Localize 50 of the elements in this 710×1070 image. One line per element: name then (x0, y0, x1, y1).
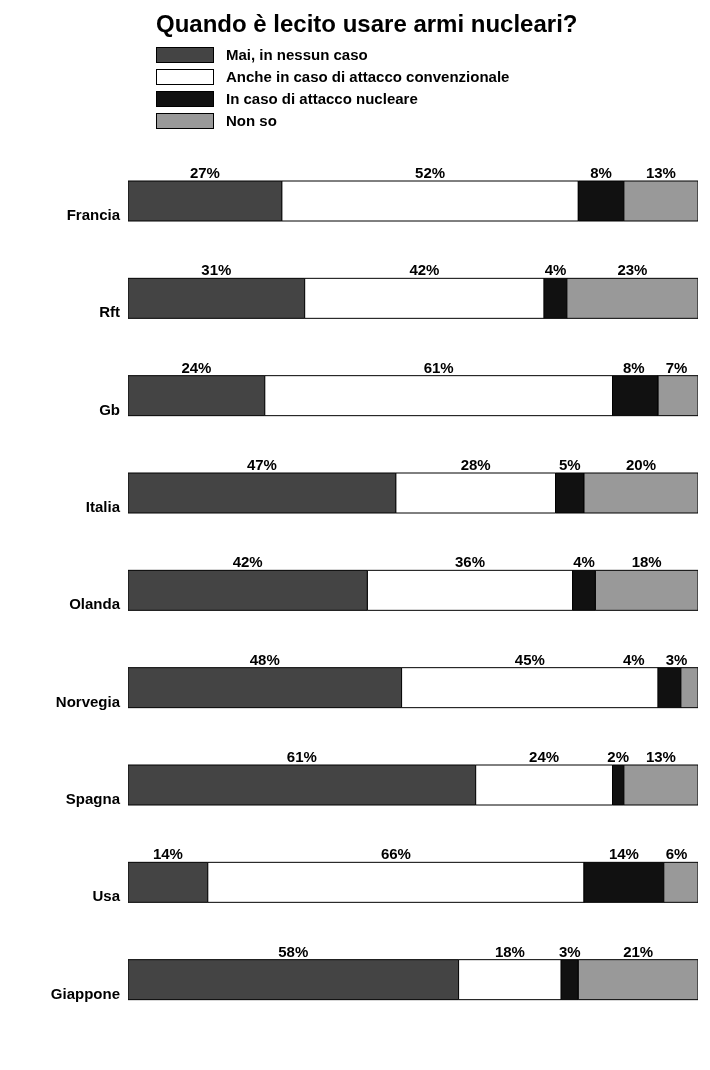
data-label: 48% (249, 650, 280, 668)
legend-label: Anche in caso di attacco convenzionale (226, 67, 510, 87)
legend-label: Non so (226, 111, 277, 131)
data-label: 18% (631, 553, 662, 571)
data-label: 14% (152, 845, 183, 863)
data-label: 42% (232, 553, 263, 571)
y-tick-label: Giappone (50, 984, 120, 1002)
data-label: 24% (181, 358, 212, 376)
data-label: 14% (608, 845, 639, 863)
legend-label: In caso di attacco nucleare (226, 89, 418, 109)
data-label: 4% (544, 261, 567, 279)
y-tick-label: Usa (92, 887, 121, 905)
data-label: 42% (409, 261, 440, 279)
data-label: 6% (665, 845, 688, 863)
data-label: 66% (380, 845, 411, 863)
data-label: 47% (246, 456, 277, 473)
y-tick-label: Rft (99, 303, 120, 321)
chart-title: Quando è lecito usare armi nucleari? (156, 10, 579, 38)
y-tick-label: Francia (66, 205, 121, 223)
y-tick-label: Norvegia (55, 692, 121, 710)
data-label: 24% (529, 748, 560, 765)
data-label: 18% (494, 942, 525, 960)
data-label: 8% (590, 164, 612, 181)
data-label: 13% (645, 748, 676, 765)
y-tick-label: Gb (99, 400, 120, 418)
data-label: 61% (286, 748, 317, 765)
data-label: 23% (617, 261, 648, 279)
data-label: 36% (454, 553, 486, 571)
data-label: 21% (623, 942, 654, 960)
data-label: 7% (665, 358, 688, 376)
y-tick-label: Olanda (69, 595, 121, 613)
data-label: 27% (189, 164, 220, 181)
data-label: 28% (460, 456, 491, 473)
data-label: 20% (625, 456, 657, 473)
data-label: 58% (278, 942, 309, 960)
data-label: 2% (607, 748, 630, 765)
data-label: 5% (558, 456, 581, 473)
data-label: 31% (201, 261, 232, 279)
data-label: 3% (558, 942, 581, 960)
data-label: 3% (665, 650, 688, 668)
data-label: 4% (623, 650, 645, 668)
y-tick-label: Spagna (65, 789, 121, 807)
y-tick-label: Italia (85, 497, 121, 515)
data-label: 52% (415, 164, 446, 181)
data-label: 4% (573, 553, 595, 571)
data-label: 45% (514, 650, 545, 668)
data-label: 8% (623, 358, 645, 376)
legend-label: Mai, in nessun caso (226, 45, 368, 65)
data-label: 13% (645, 164, 676, 181)
data-label: 61% (423, 358, 454, 376)
